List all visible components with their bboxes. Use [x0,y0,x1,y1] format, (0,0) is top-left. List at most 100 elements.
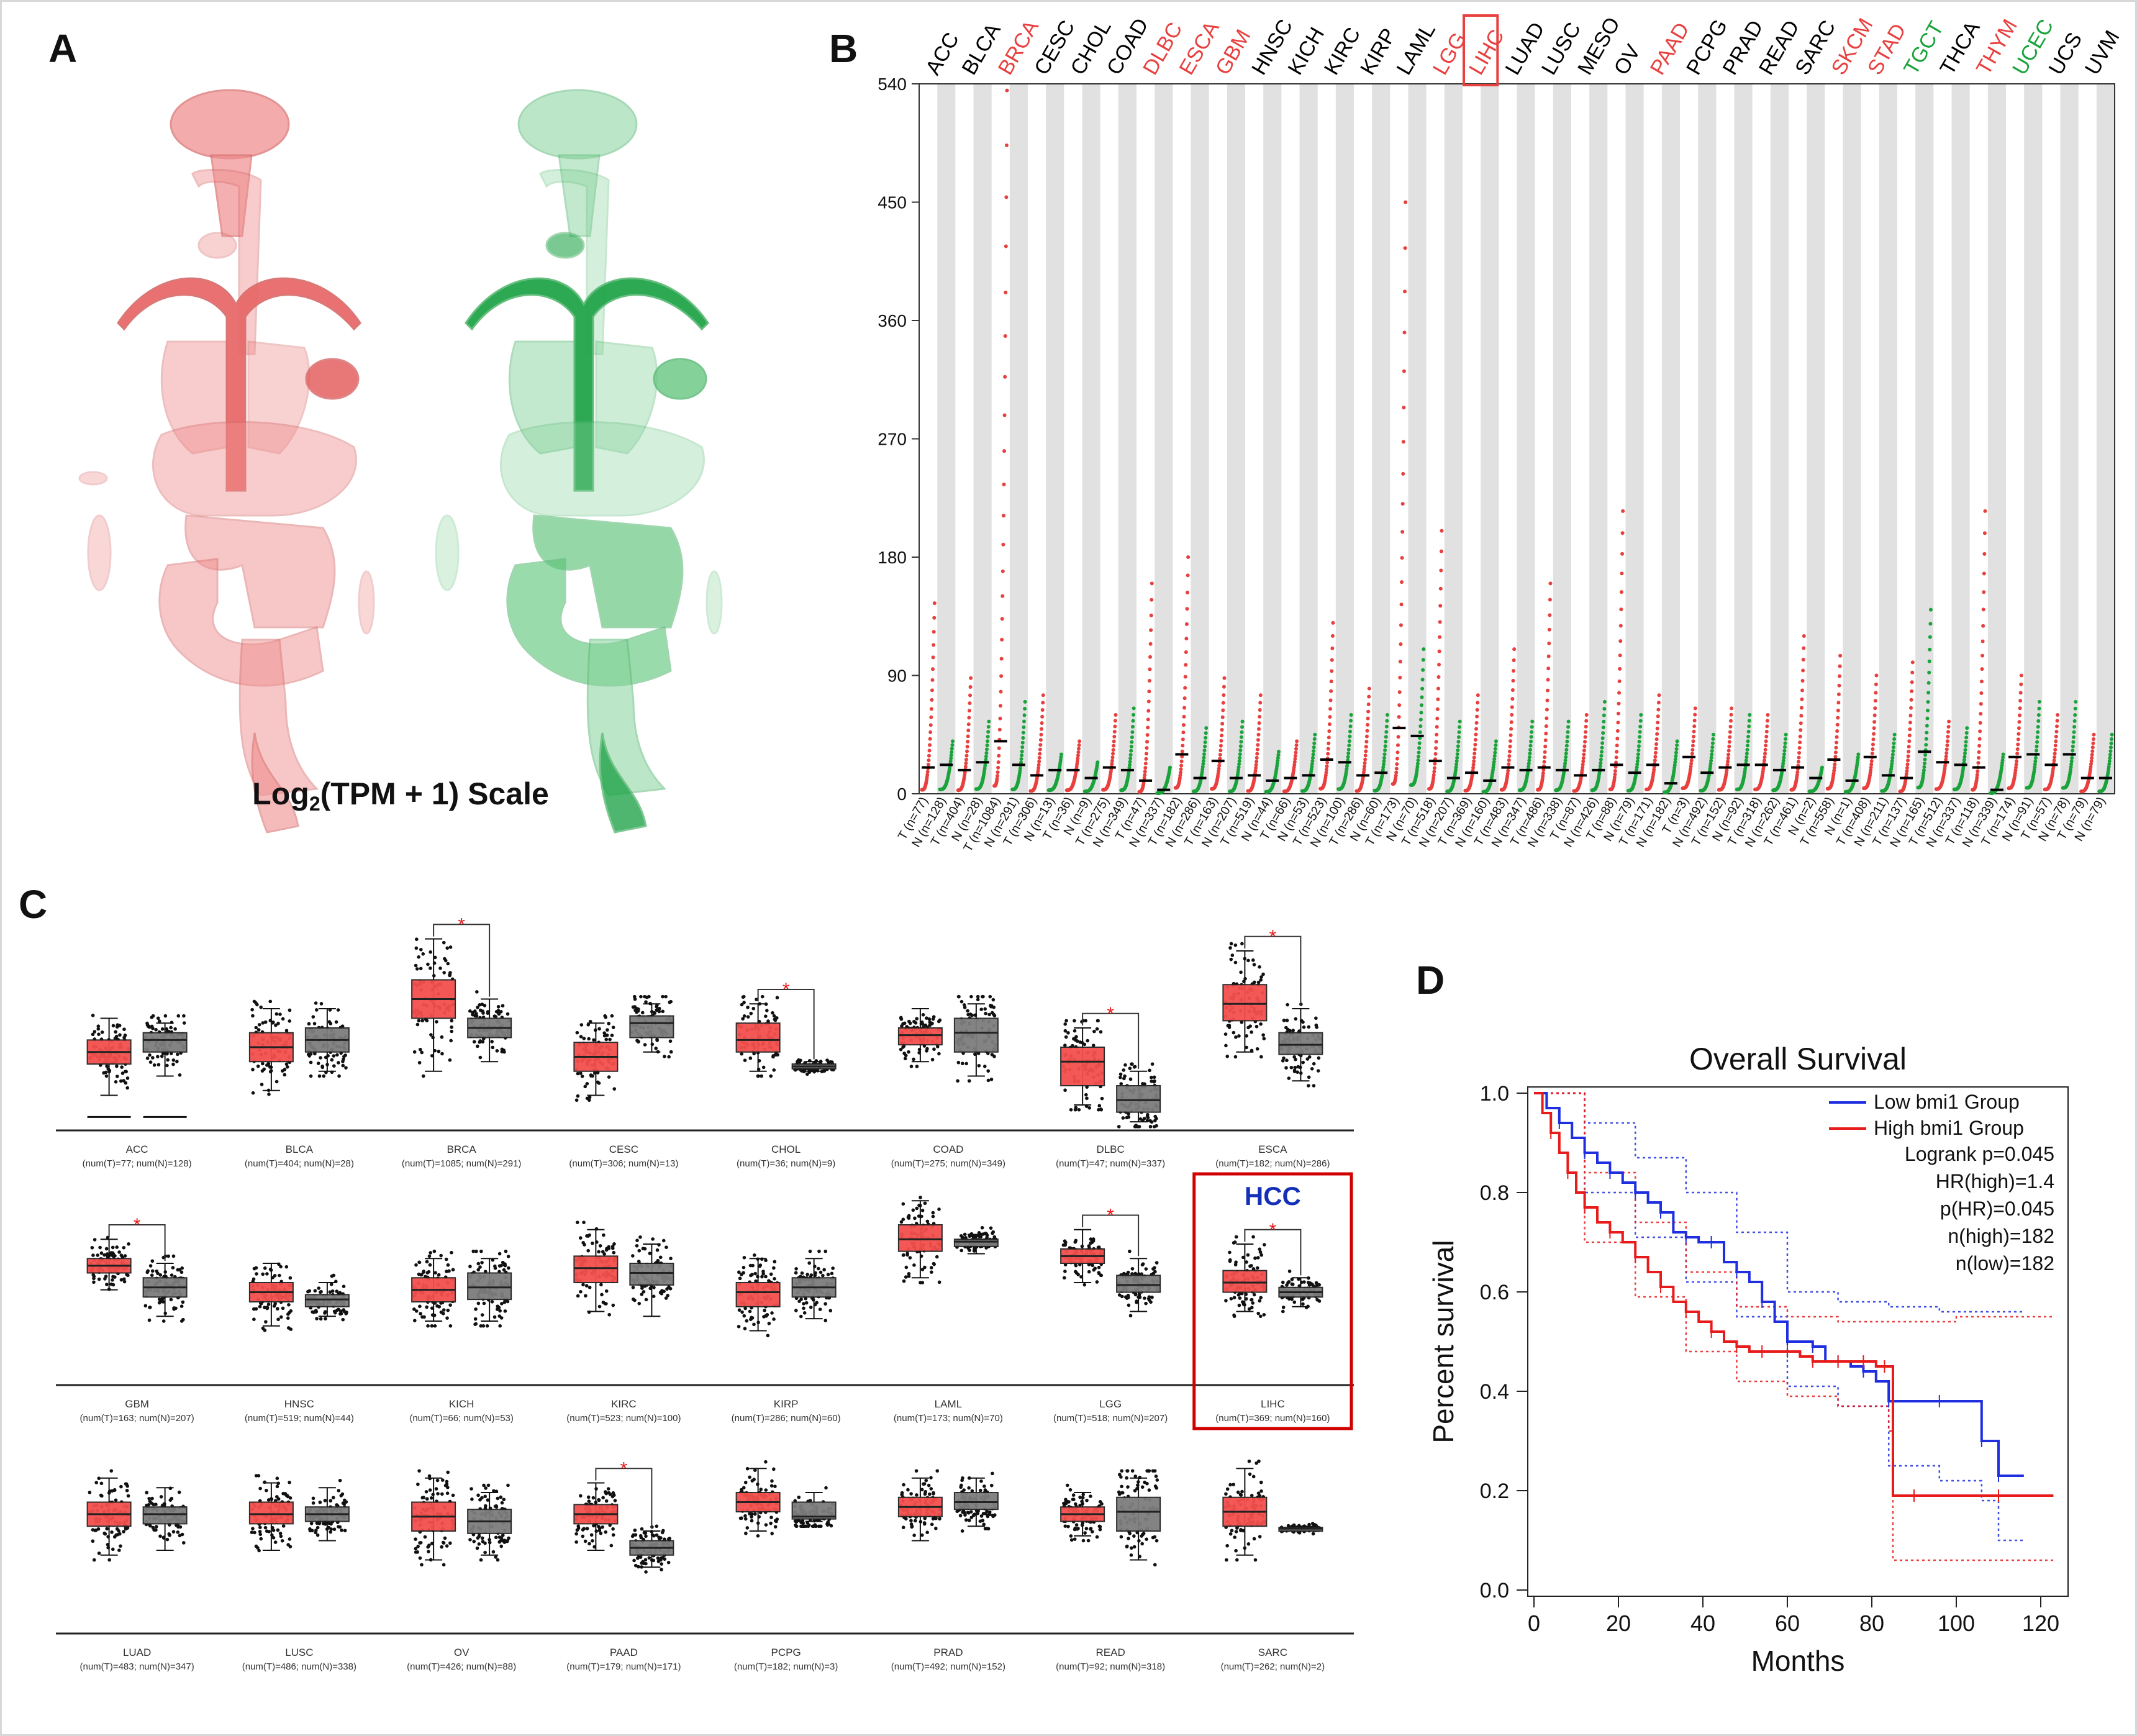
jitter-point [181,1300,185,1304]
expression-dot [1652,768,1656,772]
jitter-point [156,1271,160,1275]
expression-dot [1434,740,1438,744]
expression-dot [1689,758,1694,763]
jitter-point [1256,980,1261,984]
expression-dot [2053,752,2057,756]
jitter-point [597,1027,601,1031]
expression-dot [1639,713,1643,717]
jitter-point [91,1014,95,1017]
jitter-point [427,1254,432,1258]
jitter-point [427,1270,431,1274]
jitter-point [1315,1025,1318,1029]
expression-dot [1325,760,1330,765]
expression-dot [1836,708,1840,712]
jitter-point [960,1061,964,1066]
significance-star: * [458,914,465,935]
normal-band [1843,84,1861,794]
expression-dot [1239,740,1243,744]
jitter-point [330,1058,334,1062]
expression-dot [1510,712,1514,717]
expression-dot [2108,749,2113,753]
expression-dot [1402,330,1407,335]
expression-dot [1420,686,1425,691]
jitter-point [102,1071,106,1075]
jitter-point [125,1086,130,1090]
expression-dot [1507,762,1511,766]
expression-dot [1238,752,1242,757]
jitter-point [448,1324,453,1328]
cancer-label: CHOL [771,1143,801,1155]
expression-dot [1563,758,1568,763]
expression-dot [1763,755,1767,760]
expression-dot [1130,735,1134,739]
expression-dot [1127,766,1132,770]
expression-dot [1363,764,1367,768]
expression-dot [1130,724,1135,729]
jitter-point [1085,1096,1089,1101]
expression-dot [1962,758,1966,762]
jitter-point [1118,1075,1122,1079]
expression-dot [1439,549,1443,553]
jitter-point [575,1030,579,1035]
jitter-point [498,1324,502,1328]
jitter-point [914,1021,918,1025]
jitter-point [281,1306,285,1311]
expression-dot [929,707,933,711]
expression-dot [1614,755,1618,760]
expression-dot [1001,542,1005,547]
expression-dot [2015,759,2019,763]
jitter-point [986,1078,991,1083]
expression-dot [1566,730,1570,734]
jitter-point [169,1297,173,1302]
expression-dot [1473,742,1477,747]
jitter-point [109,1282,113,1286]
jitter-point [343,1053,347,1057]
expression-dot [1456,740,1461,744]
jitter-point [1150,1062,1155,1066]
expression-dot [1600,745,1604,750]
expression-dot [1240,719,1245,724]
expression-dot [1874,682,1878,686]
jitter-point [977,1063,981,1068]
jitter-point [907,1019,911,1024]
jitter-point [283,1073,287,1077]
normal-band [1372,84,1391,794]
jitter-point [1224,1043,1228,1048]
expression-dot [1709,755,1713,760]
expression-dot [1582,744,1587,748]
expression-dot [1799,728,1803,732]
expression-dot [1258,693,1263,698]
expression-dot [1746,729,1751,734]
jitter-point [474,1307,478,1311]
panel-label-a: A [48,26,77,71]
expression-dot [1004,143,1009,147]
jitter-point [661,994,665,999]
expression-dot [1964,743,1968,748]
expression-dot [1602,713,1606,717]
expression-dot [1872,713,1877,717]
expression-dot [1654,747,1658,751]
expression-dot [1398,675,1402,679]
expression-dot [1330,634,1335,638]
jitter-point [265,1063,269,1067]
jitter-point [288,1276,293,1280]
jitter-point [437,1050,441,1053]
jitter-point [309,1074,313,1078]
jitter-point [339,1309,343,1313]
expression-dot [1584,713,1589,717]
expression-dot [1435,732,1439,737]
jitter-point [1152,1125,1156,1129]
jitter-point [471,1012,474,1017]
expression-dot [1982,552,1987,556]
expression-dot [1076,750,1081,755]
expression-dot [1581,763,1585,767]
expression-dot [1145,746,1149,750]
jitter-point [1312,1061,1316,1066]
jitter-point [122,1246,126,1250]
jitter-point [1073,1107,1078,1112]
expression-dot [1330,658,1334,662]
expression-dot [1908,720,1912,725]
jitter-point [335,1053,339,1057]
panel-a-caption: Log2(TPM + 1) Scale [252,776,549,815]
expression-dot [1871,742,1875,747]
